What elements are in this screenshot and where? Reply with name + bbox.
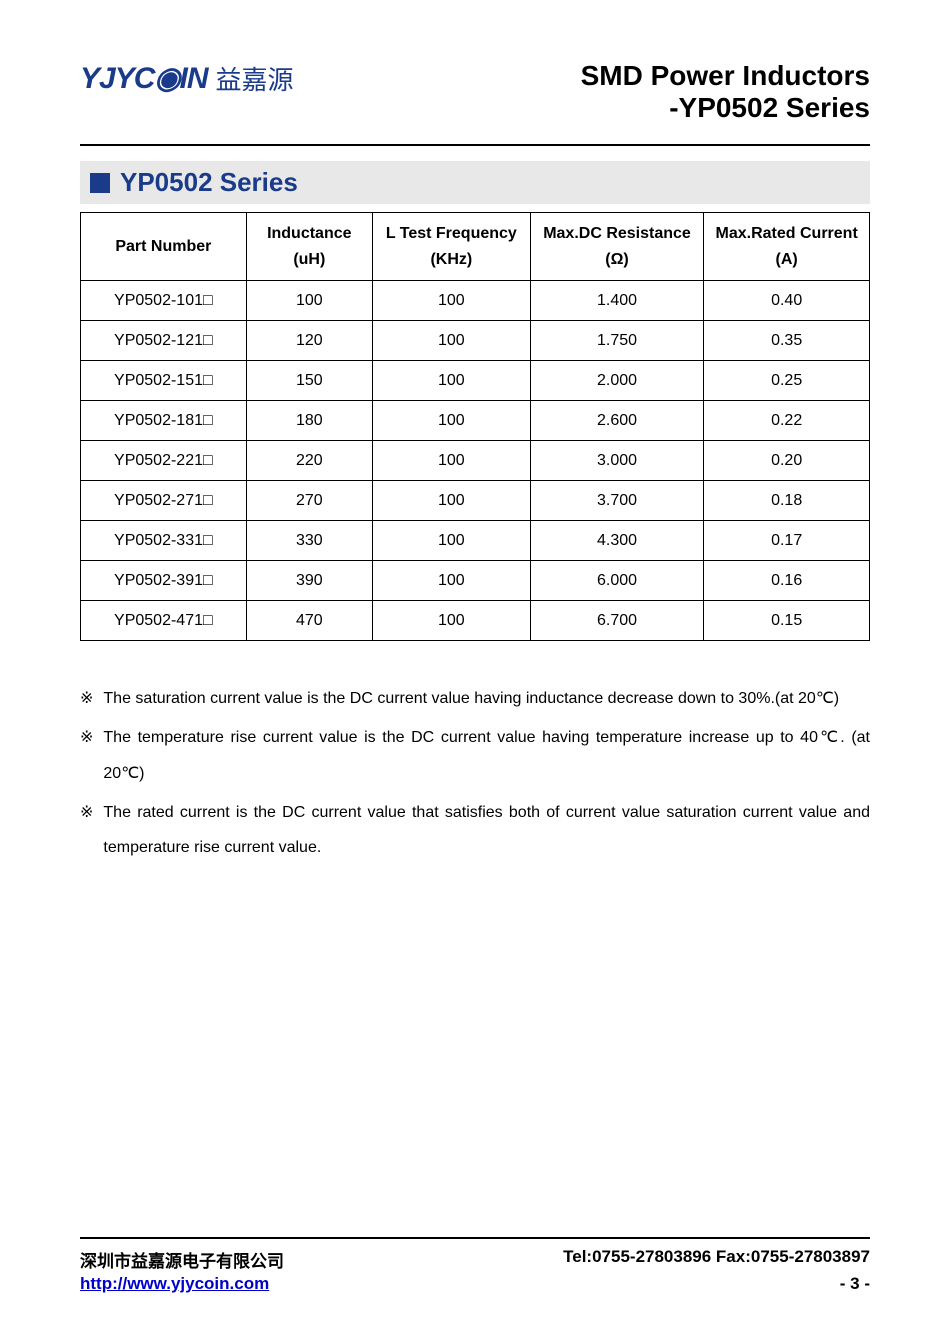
table-cell: 0.35 xyxy=(704,321,870,361)
note-item: ※ The saturation current value is the DC … xyxy=(80,681,870,716)
table-cell: 100 xyxy=(372,281,530,321)
table-cell: 270 xyxy=(246,481,372,521)
table-cell: 0.16 xyxy=(704,561,870,601)
document-title: SMD Power Inductors -YP0502 Series xyxy=(581,60,870,124)
table-body: YP0502-101□1001001.4000.40YP0502-121□120… xyxy=(81,281,870,641)
table-cell: 100 xyxy=(372,361,530,401)
table-cell: YP0502-471□ xyxy=(81,601,247,641)
table-cell: YP0502-121□ xyxy=(81,321,247,361)
table-header-row: Part Number Inductance (uH) L Test Frequ… xyxy=(81,213,870,281)
header-divider xyxy=(80,144,870,146)
table-cell: 100 xyxy=(246,281,372,321)
table-cell: YP0502-221□ xyxy=(81,441,247,481)
notes-section: ※ The saturation current value is the DC … xyxy=(80,681,870,865)
note-text: The rated current is the DC current valu… xyxy=(103,795,870,865)
table-row: YP0502-101□1001001.4000.40 xyxy=(81,281,870,321)
table-cell: 6.000 xyxy=(530,561,704,601)
table-cell: 330 xyxy=(246,521,372,561)
table-row: YP0502-121□1201001.7500.35 xyxy=(81,321,870,361)
footer-divider xyxy=(80,1237,870,1239)
table-cell: 100 xyxy=(372,401,530,441)
table-row: YP0502-471□4701006.7000.15 xyxy=(81,601,870,641)
table-cell: 100 xyxy=(372,561,530,601)
note-item: ※The rated current is the DC current val… xyxy=(80,795,870,865)
table-cell: YP0502-391□ xyxy=(81,561,247,601)
table-row: YP0502-181□1801002.6000.22 xyxy=(81,401,870,441)
footer-contact: Tel:0755-27803896 Fax:0755-27803897 xyxy=(563,1247,870,1272)
table-row: YP0502-221□2201003.0000.20 xyxy=(81,441,870,481)
table-cell: 0.15 xyxy=(704,601,870,641)
table-cell: 6.700 xyxy=(530,601,704,641)
table-cell: 1.400 xyxy=(530,281,704,321)
table-cell: 150 xyxy=(246,361,372,401)
table-cell: 0.22 xyxy=(704,401,870,441)
table-cell: 100 xyxy=(372,521,530,561)
note-text: The temperature rise current value is th… xyxy=(103,720,870,790)
table-cell: 0.25 xyxy=(704,361,870,401)
table-cell: YP0502-101□ xyxy=(81,281,247,321)
company-logo: YJYC◉IN 益嘉源 xyxy=(80,60,294,97)
specifications-table: Part Number Inductance (uH) L Test Frequ… xyxy=(80,212,870,641)
table-cell: 470 xyxy=(246,601,372,641)
table-cell: 4.300 xyxy=(530,521,704,561)
table-cell: 3.000 xyxy=(530,441,704,481)
table-cell: 220 xyxy=(246,441,372,481)
col-header-dc-resistance: Max.DC Resistance (Ω) xyxy=(530,213,704,281)
table-row: YP0502-271□2701003.7000.18 xyxy=(81,481,870,521)
table-cell: 0.40 xyxy=(704,281,870,321)
table-cell: 1.750 xyxy=(530,321,704,361)
document-header: YJYC◉IN 益嘉源 SMD Power Inductors -YP0502 … xyxy=(80,60,870,124)
table-cell: 0.18 xyxy=(704,481,870,521)
table-cell: 2.000 xyxy=(530,361,704,401)
footer-company: 深圳市益嘉源电子有限公司 xyxy=(80,1247,284,1272)
table-cell: 180 xyxy=(246,401,372,441)
page-footer: 深圳市益嘉源电子有限公司 Tel:0755-27803896 Fax:0755-… xyxy=(80,1237,870,1294)
table-cell: 0.20 xyxy=(704,441,870,481)
table-cell: 100 xyxy=(372,321,530,361)
footer-row-1: 深圳市益嘉源电子有限公司 Tel:0755-27803896 Fax:0755-… xyxy=(80,1247,870,1272)
logo-text-en: YJYC◉IN xyxy=(80,61,208,96)
table-cell: 390 xyxy=(246,561,372,601)
title-line-2: -YP0502 Series xyxy=(581,92,870,124)
table-row: YP0502-151□1501002.0000.25 xyxy=(81,361,870,401)
note-marker-icon: ※ xyxy=(80,681,93,716)
table-cell: 3.700 xyxy=(530,481,704,521)
col-header-part-number: Part Number xyxy=(81,213,247,281)
table-cell: 100 xyxy=(372,601,530,641)
footer-url-link[interactable]: http://www.yjycoin.com xyxy=(80,1274,269,1294)
col-header-rated-current: Max.Rated Current (A) xyxy=(704,213,870,281)
col-header-inductance: Inductance (uH) xyxy=(246,213,372,281)
note-marker-icon: ※ xyxy=(80,795,93,865)
footer-page-number: - 3 - xyxy=(840,1274,870,1294)
table-cell: 100 xyxy=(372,481,530,521)
section-bullet-icon xyxy=(90,173,110,193)
table-row: YP0502-331□3301004.3000.17 xyxy=(81,521,870,561)
table-cell: 0.17 xyxy=(704,521,870,561)
title-line-1: SMD Power Inductors xyxy=(581,60,870,92)
note-text: The saturation current value is the DC c… xyxy=(103,681,870,716)
table-row: YP0502-391□3901006.0000.16 xyxy=(81,561,870,601)
footer-row-2: http://www.yjycoin.com - 3 - xyxy=(80,1274,870,1294)
col-header-frequency: L Test Frequency (KHz) xyxy=(372,213,530,281)
logo-text-cn: 益嘉源 xyxy=(216,60,294,97)
table-cell: YP0502-151□ xyxy=(81,361,247,401)
table-cell: 100 xyxy=(372,441,530,481)
table-cell: YP0502-331□ xyxy=(81,521,247,561)
table-cell: YP0502-271□ xyxy=(81,481,247,521)
section-title: YP0502 Series xyxy=(120,167,298,198)
table-cell: 2.600 xyxy=(530,401,704,441)
section-header: YP0502 Series xyxy=(80,161,870,204)
note-marker-icon: ※ xyxy=(80,720,93,790)
table-cell: YP0502-181□ xyxy=(81,401,247,441)
note-item: ※The temperature rise current value is t… xyxy=(80,720,870,790)
table-cell: 120 xyxy=(246,321,372,361)
